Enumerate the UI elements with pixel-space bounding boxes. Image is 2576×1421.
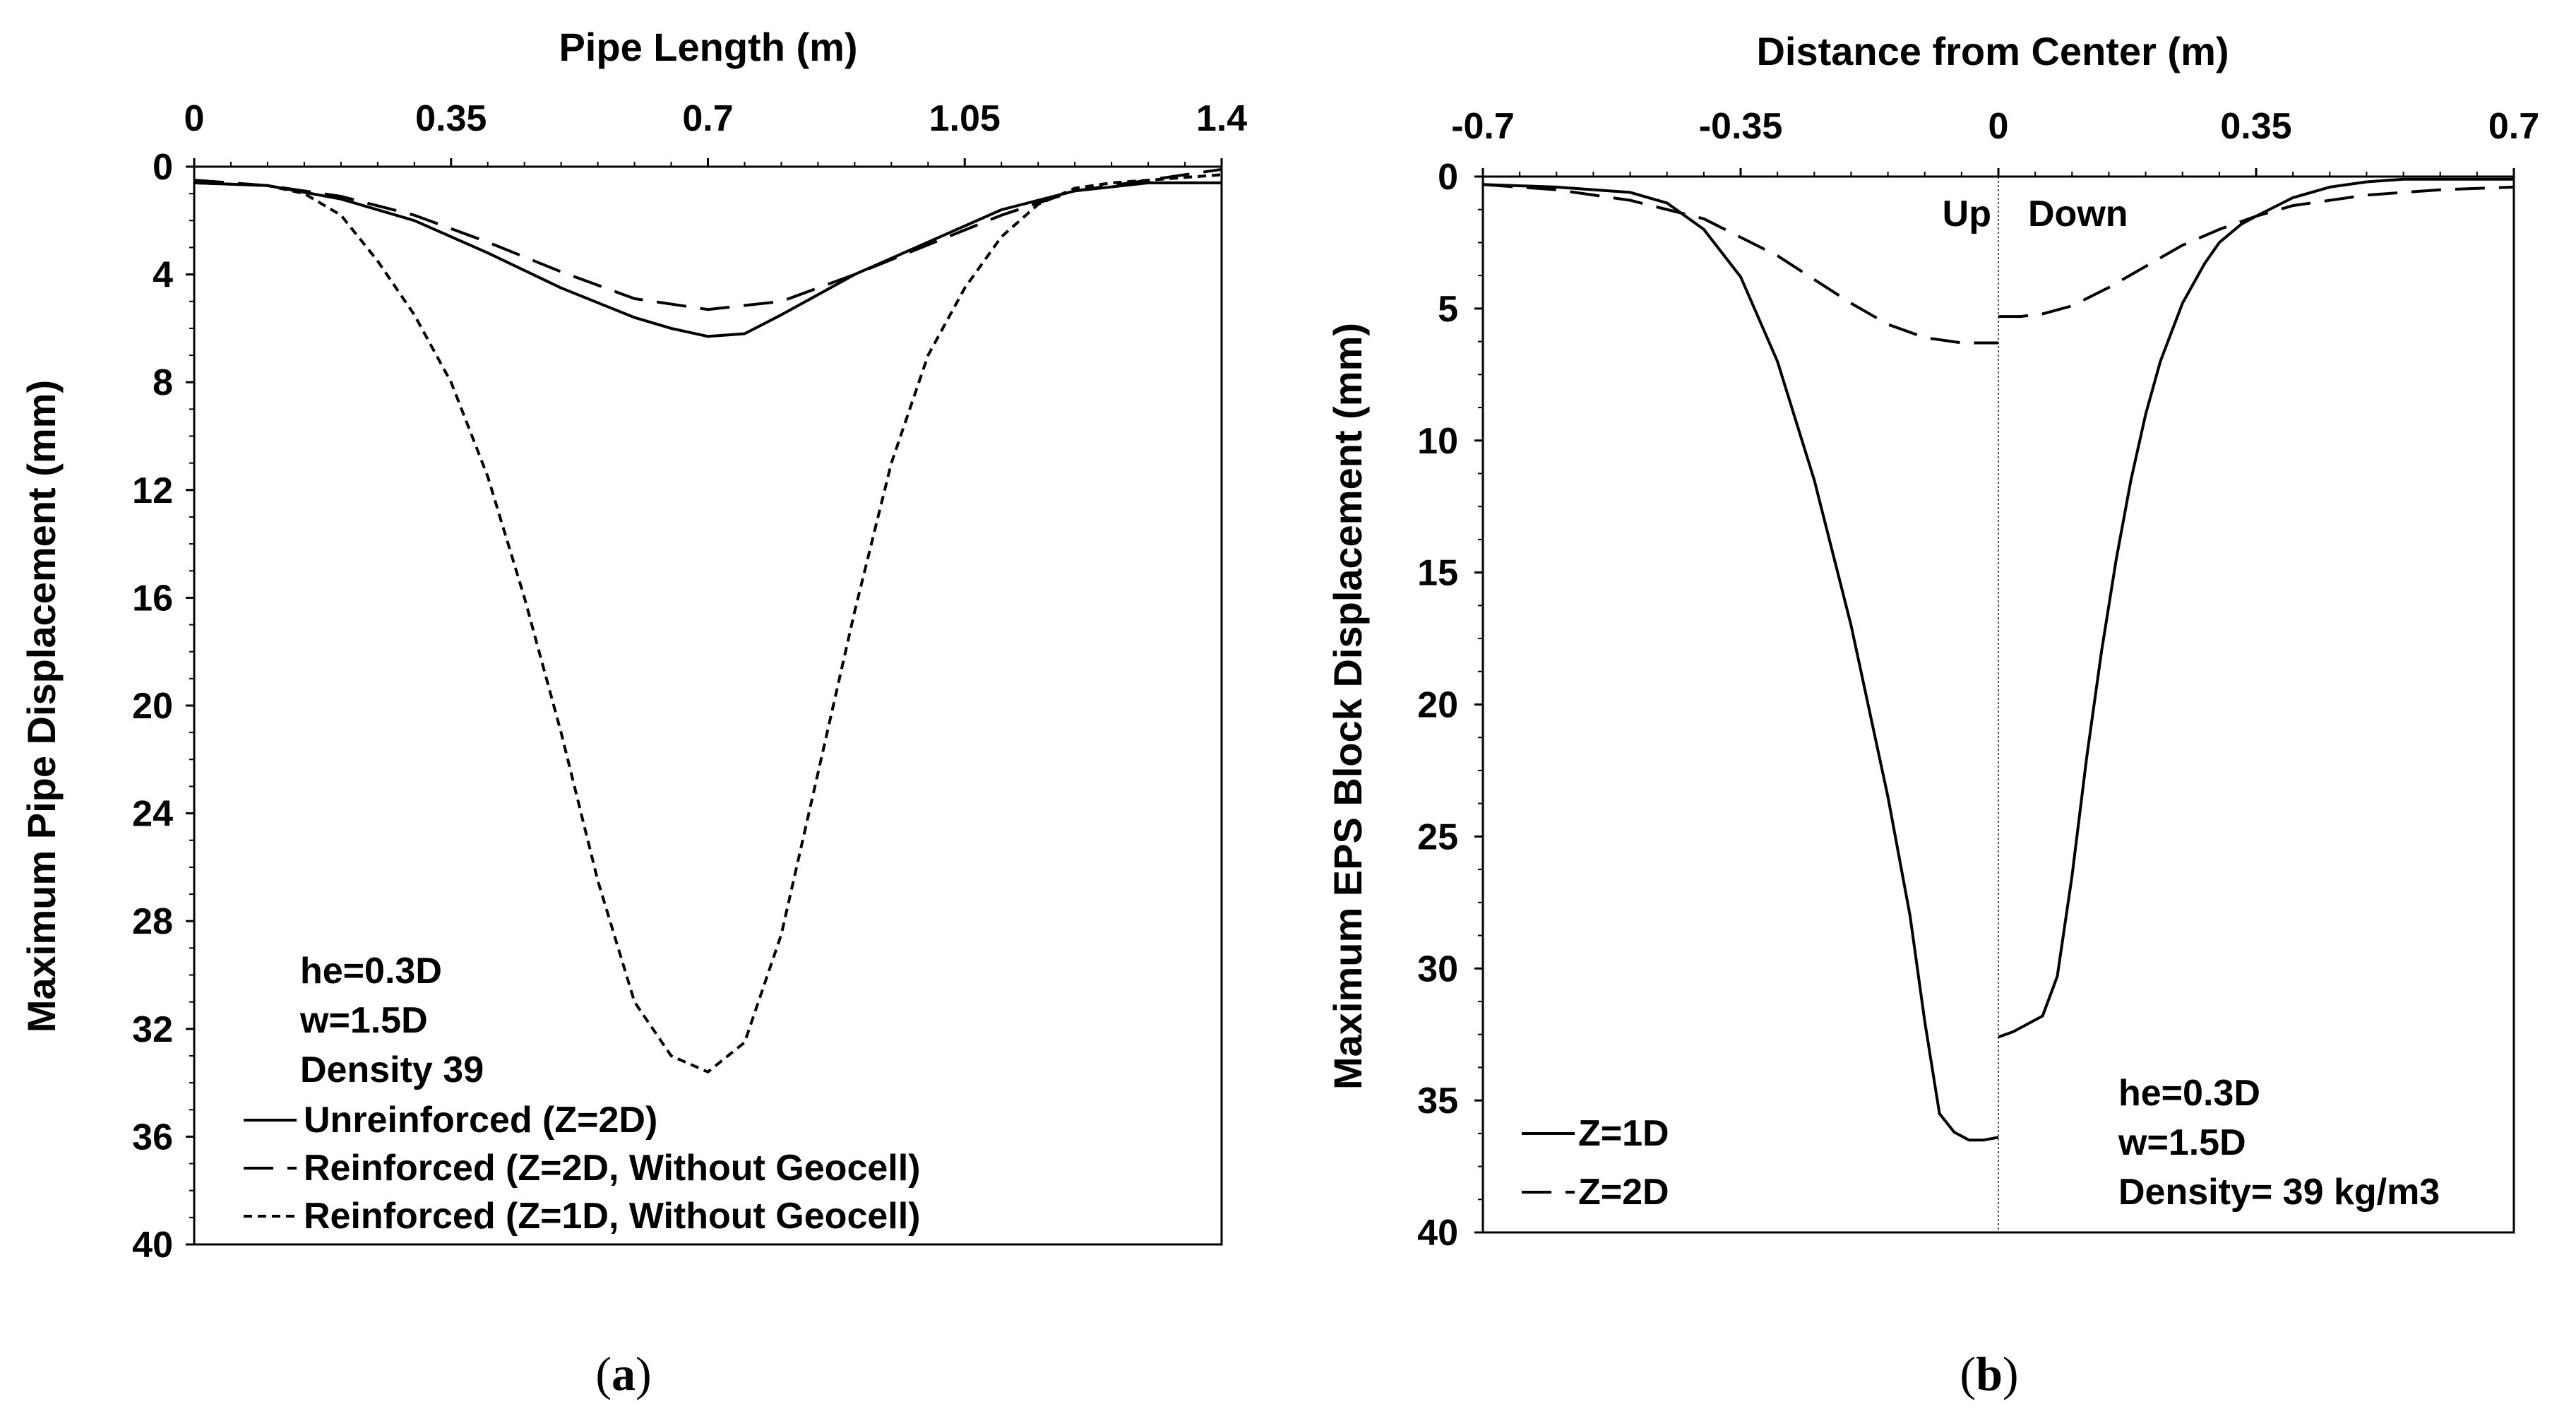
chart-a-annotation-w: w=1.5D [299, 1000, 428, 1041]
chart-a-legend-label-reinforced-2d: Reinforced (Z=2D, Without Geocell) [304, 1148, 921, 1189]
y-tick-label: 10 [1417, 421, 1458, 462]
chart-b-series-line-1-part-2 [1998, 177, 2514, 1039]
y-tick-label: 20 [132, 686, 173, 727]
chart-a-caption: (a) [595, 1347, 651, 1401]
chart-a-y-axis-ticks: 0 4 8 12 16 20 24 28 32 36 40 [132, 147, 194, 1266]
x-tick-label: 0.7 [682, 98, 733, 139]
x-tick-label: 0.35 [415, 98, 487, 139]
chart-b-y-axis-title: Maximum EPS Block Displacement (mm) [1325, 323, 1370, 1090]
x-tick-label: -0.7 [1451, 106, 1515, 147]
chart-b-x-axis-ticks: -0.7 -0.35 0 0.35 0.7 [1451, 106, 2539, 177]
chart-a-legend: Unreinforced (Z=2D) Reinforced (Z=2D, Wi… [244, 1100, 921, 1237]
y-tick-label: 20 [1417, 685, 1458, 726]
y-tick-label: 24 [132, 794, 173, 835]
y-tick-label: 25 [1417, 816, 1458, 857]
y-tick-label: 8 [153, 362, 173, 403]
y-tick-label: 28 [132, 901, 173, 942]
chart-a-x-axis-ticks: 0 0.35 0.7 1.05 1.4 [184, 98, 1247, 167]
y-tick-label: 32 [132, 1009, 173, 1050]
chart-b-x-axis-title: Distance from Center (m) [1756, 29, 2229, 73]
y-tick-label: 40 [1417, 1213, 1458, 1254]
chart-b-region-label-down: Down [2028, 194, 2128, 234]
chart-b-annotation-density: Density= 39 kg/m3 [2118, 1172, 2440, 1213]
chart-b-annotation-w: w=1.5D [2118, 1122, 2246, 1163]
x-tick-label: 0.35 [2220, 106, 2291, 147]
chart-b-plot-frame [1481, 175, 2515, 1234]
chart-a: 0 4 8 12 16 20 24 28 32 36 40 0 0.35 0.7 1.05 1.4 Pipe… [19, 25, 1247, 1401]
chart-b-y-axis-ticks: 0 5 10 15 20 25 30 35 40 [1417, 157, 1483, 1254]
y-tick-label: 0 [153, 147, 173, 188]
chart-b-legend: Z=1D Z=2D [1522, 1113, 1669, 1213]
y-tick-label: 16 [132, 578, 173, 619]
y-tick-label: 30 [1417, 949, 1458, 989]
x-tick-label: 1.4 [1196, 98, 1247, 139]
x-tick-label: 0 [1988, 106, 2009, 147]
y-tick-label: 0 [1438, 157, 1458, 198]
chart-a-legend-label-unreinforced: Unreinforced (Z=2D) [304, 1100, 657, 1141]
chart-b: 0 5 10 15 20 25 30 35 40 -0.7 -0.35 0 0.35 0.7 Dista… [1325, 29, 2539, 1401]
y-tick-label: 12 [132, 470, 173, 511]
chart-b-series-lines [1482, 177, 2515, 1142]
chart-b-legend-label-z1d: Z=1D [1578, 1113, 1669, 1154]
chart-a-series-line-2 [193, 167, 1222, 311]
y-tick-label: 35 [1417, 1081, 1458, 1122]
x-tick-label: 0.7 [2488, 106, 2539, 147]
chart-a-series-line-1 [193, 181, 1222, 338]
y-tick-label: 5 [1438, 289, 1458, 330]
chart-b-series-line-1-part-1 [1482, 183, 1999, 1142]
chart-a-annotation-density: Density 39 [300, 1050, 484, 1090]
chart-a-series-line-3 [193, 173, 1222, 1074]
chart-b-region-label-up: Up [1943, 194, 1991, 234]
x-tick-label: -0.35 [1699, 106, 1783, 147]
y-tick-label: 15 [1417, 553, 1458, 594]
y-tick-label: 4 [153, 255, 173, 296]
y-tick-label: 36 [132, 1117, 173, 1158]
chart-b-caption: (b) [1960, 1347, 2018, 1401]
x-tick-label: 1.05 [929, 98, 1001, 139]
chart-a-legend-label-reinforced-1d: Reinforced (Z=1D, Without Geocell) [304, 1196, 921, 1237]
chart-a-x-axis-title: Pipe Length (m) [559, 25, 857, 69]
chart-b-annotation-he: he=0.3D [2118, 1073, 2260, 1114]
chart-a-annotation-he: he=0.3D [300, 951, 442, 992]
chart-a-y-axis-title: Maximum Pipe Displacement (mm) [19, 380, 64, 1033]
chart-b-series-line-2-part-1 [1482, 183, 1998, 345]
chart-a-series-lines [193, 167, 1222, 1074]
chart-a-plot-frame [193, 165, 1223, 1246]
y-tick-label: 40 [132, 1225, 173, 1266]
chart-b-legend-label-z2d: Z=2D [1578, 1172, 1669, 1213]
chart-b-series-line-2-part-2 [1998, 185, 2515, 319]
x-tick-label: 0 [184, 98, 205, 139]
